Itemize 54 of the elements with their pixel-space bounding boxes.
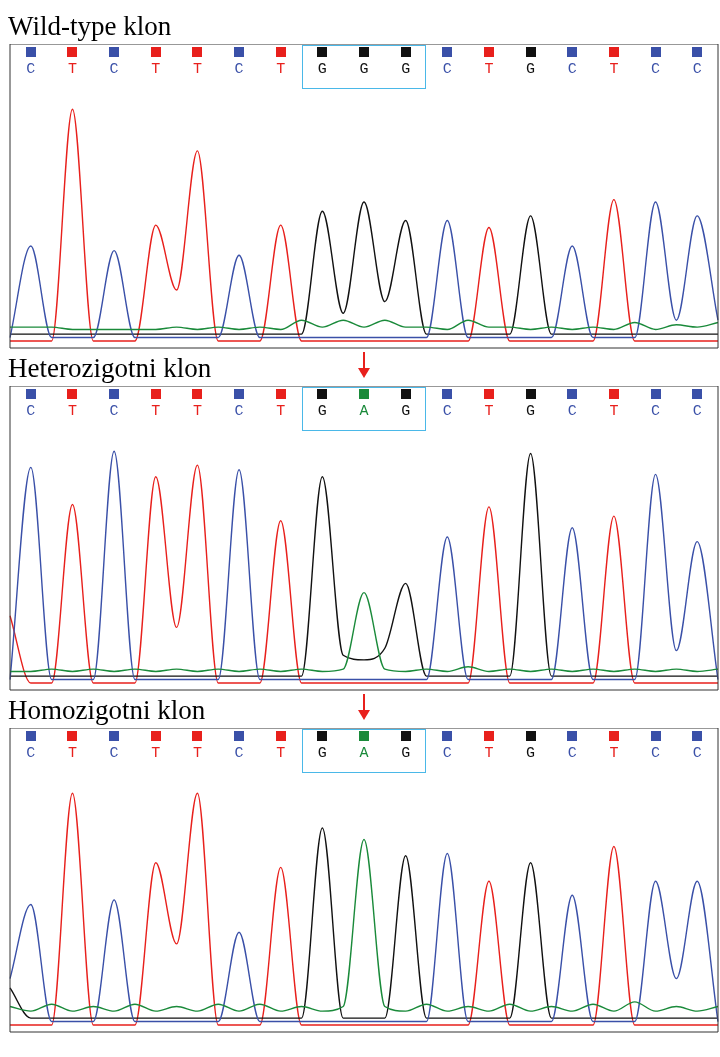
- x-tick-label: C: [442, 744, 452, 762]
- x-tick-label: T: [192, 744, 202, 762]
- x-tick-label: T: [67, 60, 77, 78]
- x-tick-label: C: [109, 744, 119, 762]
- x-tick-label: C: [109, 402, 119, 420]
- x-tick-label: T: [276, 402, 286, 420]
- x-tick-label: C: [692, 744, 702, 762]
- x-tick-label: G: [401, 402, 411, 420]
- x-tick-label: T: [484, 60, 494, 78]
- x-tick-label: T: [609, 744, 619, 762]
- x-tick-label: C: [567, 744, 577, 762]
- x-tick-label: T: [192, 60, 202, 78]
- x-tick-label: G: [317, 402, 327, 420]
- x-tick-label: C: [234, 60, 244, 78]
- x-tick-label: T: [609, 60, 619, 78]
- x-tick-label: C: [651, 402, 661, 420]
- x-tick-label: G: [526, 60, 536, 78]
- x-tick-label: A: [359, 744, 369, 762]
- x-tick-label: T: [484, 402, 494, 420]
- x-tick-label: G: [317, 744, 327, 762]
- x-tick-label: G: [401, 744, 411, 762]
- x-tick-label: C: [109, 60, 119, 78]
- x-tick-label: A: [359, 402, 369, 420]
- x-tick-label: T: [484, 744, 494, 762]
- x-tick-label: T: [276, 60, 286, 78]
- x-tick-label: G: [401, 60, 411, 78]
- x-tick-label: C: [692, 60, 702, 78]
- x-tick-label: T: [609, 402, 619, 420]
- x-tick-label: T: [151, 744, 161, 762]
- x-tick-label: C: [442, 60, 452, 78]
- x-tick-label: C: [692, 402, 702, 420]
- x-tick-label: T: [276, 744, 286, 762]
- x-tick-label: C: [234, 402, 244, 420]
- x-tick-label: C: [234, 744, 244, 762]
- chart-title: Homozigotni klon: [8, 694, 207, 727]
- x-tick-label: G: [359, 60, 369, 78]
- x-tick-label: T: [151, 60, 161, 78]
- x-tick-label: T: [67, 744, 77, 762]
- x-tick-label: T: [192, 402, 202, 420]
- x-tick-label: T: [67, 402, 77, 420]
- x-tick-label: C: [26, 402, 36, 420]
- x-tick-label: G: [317, 60, 327, 78]
- x-tick-label: C: [567, 60, 577, 78]
- x-tick-label: G: [526, 402, 536, 420]
- x-tick-label: C: [651, 744, 661, 762]
- x-tick-label: C: [651, 60, 661, 78]
- chart-title: Heterozigotni klon: [8, 352, 213, 385]
- x-tick-label: C: [26, 744, 36, 762]
- x-tick-label: T: [151, 402, 161, 420]
- x-tick-label: C: [442, 402, 452, 420]
- chart-title: Wild-type klon: [8, 10, 173, 43]
- x-tick-label: C: [26, 60, 36, 78]
- x-tick-label: G: [526, 744, 536, 762]
- x-tick-label: C: [567, 402, 577, 420]
